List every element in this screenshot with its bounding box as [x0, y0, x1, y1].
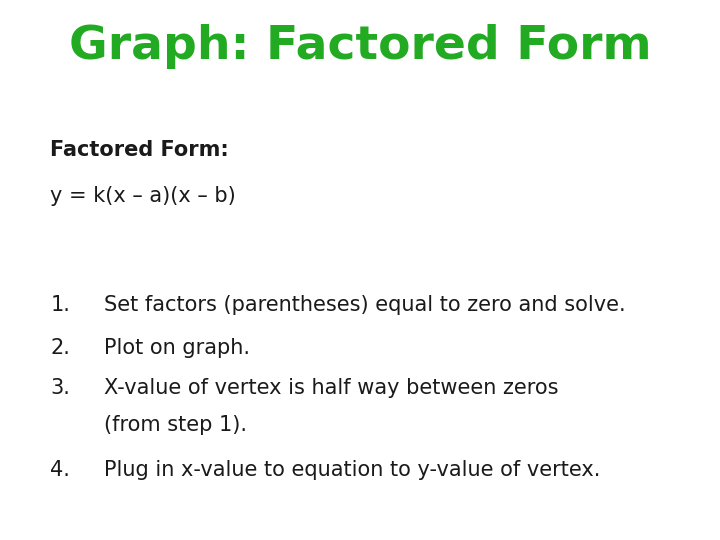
Text: (from step 1).: (from step 1). [104, 415, 248, 435]
Text: Plug in x-value to equation to y-value of vertex.: Plug in x-value to equation to y-value o… [104, 460, 600, 480]
Text: 1.: 1. [50, 295, 71, 315]
Text: y = k(x – a)(x – b): y = k(x – a)(x – b) [50, 186, 236, 206]
Text: 3.: 3. [50, 378, 71, 398]
Text: 4.: 4. [50, 460, 71, 480]
Text: Graph: Factored Form: Graph: Factored Form [68, 24, 652, 69]
Text: Set factors (parentheses) equal to zero and solve.: Set factors (parentheses) equal to zero … [104, 295, 626, 315]
Text: Factored Form:: Factored Form: [50, 140, 229, 160]
Text: Plot on graph.: Plot on graph. [104, 338, 251, 358]
Text: X-value of vertex is half way between zeros: X-value of vertex is half way between ze… [104, 378, 559, 398]
Text: 2.: 2. [50, 338, 71, 358]
